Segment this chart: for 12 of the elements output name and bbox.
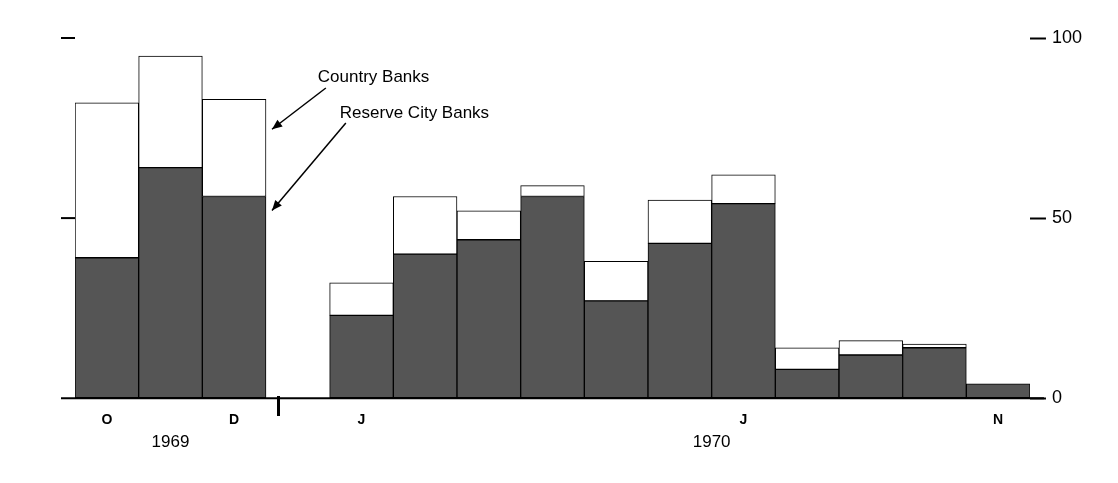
text: Reserve City Banks [339, 102, 490, 122]
y-tick-label: 50 [1051, 207, 1072, 228]
x-tick-label: J [739, 411, 748, 428]
x-tick-label: J [357, 411, 366, 428]
x-tick-label: O [101, 411, 113, 428]
x-tick-label: D [229, 411, 240, 428]
y-tick-label: 0 [1051, 387, 1062, 408]
text: 1970 [692, 432, 731, 452]
y-tick-label: 100 [1051, 26, 1083, 47]
text: Country Banks [317, 66, 430, 86]
x-tick-label: N [993, 411, 1004, 428]
text: 1969 [151, 432, 190, 452]
